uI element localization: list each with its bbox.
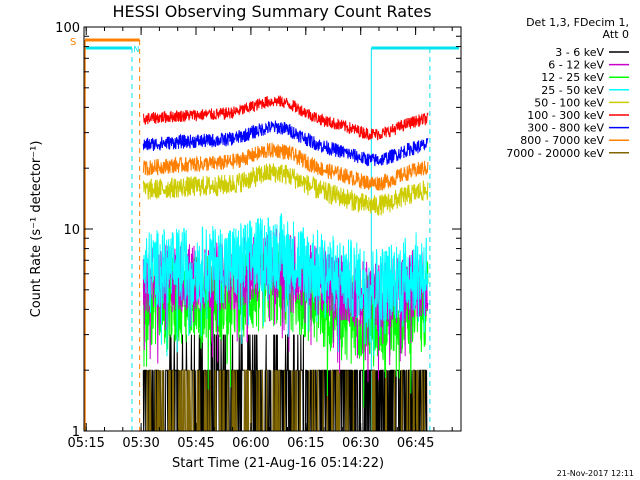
x-axis: 05:15 05:30 05:45 06:00 06:15 06:30 06:45 (67, 27, 453, 451)
legend-entry-label: 50 - 100 keV (534, 96, 604, 109)
series-line (142, 95, 429, 141)
plot-area: SN (70, 37, 459, 432)
legend-entry-label: 12 - 25 keV (541, 71, 604, 84)
x-tick-label: 06:15 (287, 436, 324, 451)
legend-entry-label: 300 - 800 keV (527, 122, 604, 135)
series-line (142, 163, 429, 217)
night-label: N (133, 45, 139, 54)
x-tick-label: 06:00 (232, 436, 269, 451)
y-axis: 1 10 100 (55, 21, 461, 440)
legend-entry-label: 3 - 6 keV (555, 46, 604, 59)
legend-entry-label: 6 - 12 keV (548, 59, 604, 72)
x-tick-label: 05:15 (67, 436, 104, 451)
y-axis-label: Count Rate (s⁻¹ detector⁻¹) (29, 141, 44, 318)
x-axis-label: Start Time (21-Aug-16 05:14:22) (172, 456, 384, 471)
legend-header: Det 1,3, FDecim 1, (526, 16, 629, 29)
x-tick-label: 06:30 (342, 436, 379, 451)
y-tick-label: 10 (63, 223, 80, 238)
chart-title: HESSI Observing Summary Count Rates (112, 2, 431, 21)
legend-entry-label: 800 - 7000 keV (520, 134, 604, 147)
footer-date: 21-Nov-2017 12:11 (557, 469, 634, 478)
x-tick-label: 05:30 (122, 436, 159, 451)
series-line (142, 142, 429, 192)
saa-label: S (70, 37, 76, 48)
legend-entry-label: 7000 - 20000 keV (506, 147, 604, 160)
x-tick-label: 05:45 (177, 436, 214, 451)
series-line (142, 213, 429, 357)
legend-entry-label: 25 - 50 keV (541, 84, 604, 97)
legend-header: Att 0 (603, 28, 629, 41)
series-line (142, 120, 429, 167)
x-tick-label: 06:45 (397, 436, 434, 451)
y-tick-label: 100 (55, 21, 80, 36)
y-tick-label: 1 (72, 425, 80, 440)
legend-entry-label: 100 - 300 keV (527, 109, 604, 122)
